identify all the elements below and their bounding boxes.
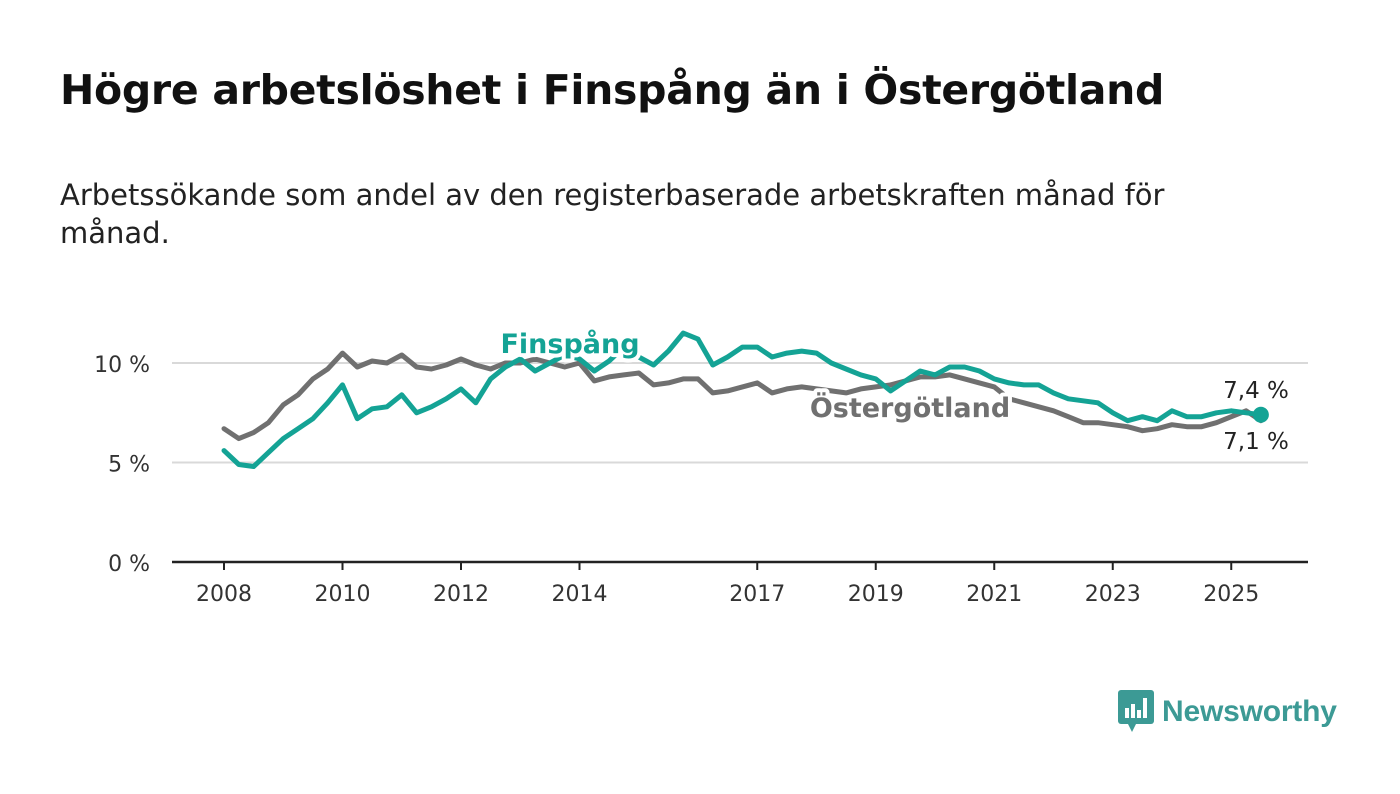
x-tick-label: 2017 — [729, 582, 785, 607]
series-label-finspang: Finspång — [500, 328, 639, 360]
series-label-ostergotland: Östergötland — [810, 391, 1010, 424]
end-point-marker — [1252, 406, 1269, 423]
newsworthy-logo-icon — [1118, 690, 1154, 732]
x-tick-label: 2008 — [196, 582, 252, 607]
y-tick-label: 5 % — [108, 453, 150, 478]
end-label-finspang: 7,4 % — [1223, 378, 1289, 404]
y-tick-label: 10 % — [94, 353, 150, 378]
series-line-stergtland — [221, 350, 1264, 442]
series-label-finspang-halo: Finspång — [500, 328, 639, 360]
chart-title: Högre arbetslöshet i Finspång än i Öster… — [60, 66, 1165, 114]
x-tick-label: 2014 — [552, 582, 608, 607]
x-tick-label: 2021 — [966, 582, 1022, 607]
x-tick-label: 2010 — [315, 582, 371, 607]
gridlines — [172, 362, 1308, 464]
series-label-ostergotland-halo: Östergötland — [810, 391, 1010, 424]
axes: 0 % 5 % 10 % 2008 2010 2012 2014 2017 2019 2021 20… — [94, 353, 1308, 607]
brand-name: Newsworthy — [1162, 695, 1337, 728]
x-tick-label: 2023 — [1085, 582, 1141, 607]
end-label-ostergotland-halo: 7,1 % — [1223, 429, 1289, 455]
y-tick-label: 0 % — [108, 552, 150, 577]
end-label-finspang-halo: 7,4 % — [1223, 378, 1289, 404]
end-label-ostergotland: 7,1 % — [1223, 429, 1289, 455]
series — [221, 330, 1269, 469]
x-tick-label: 2025 — [1203, 582, 1259, 607]
series-line-finspng — [221, 330, 1264, 469]
series-labels: FinspångFinspångÖstergötlandÖstergötland… — [496, 324, 1292, 459]
x-tick-label: 2012 — [433, 582, 489, 607]
chart-subtitle: Arbetssökande som andel av den registerb… — [60, 178, 1165, 250]
brand-logo: Newsworthy — [1118, 690, 1337, 734]
x-tick-label: 2019 — [848, 582, 904, 607]
